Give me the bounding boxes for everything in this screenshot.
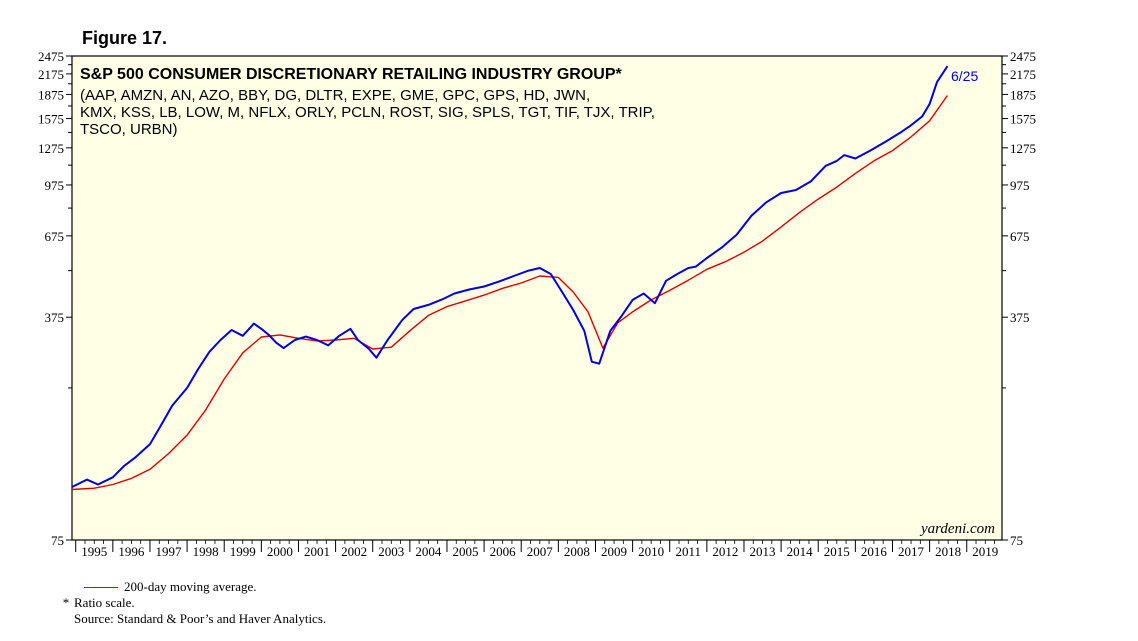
legend-label-moving-average: 200-day moving average.: [124, 579, 257, 594]
y-tick-label-right: 75: [1010, 533, 1023, 548]
y-tick-label-left: 675: [45, 229, 65, 244]
y-tick-label-right: 1875: [1010, 87, 1036, 102]
y-tick-label-right: 1275: [1010, 141, 1036, 156]
figure-label: Figure 17.: [82, 28, 168, 48]
x-tick-label: 2015: [824, 544, 850, 559]
ratio-marker: *: [62, 595, 70, 610]
x-tick-label: 2005: [453, 544, 479, 559]
series-line-moving-average: [71, 95, 948, 491]
x-tick-label: 2011: [676, 544, 702, 559]
chart: 1995 1996 1997 1998 1999 2000 2001 2002 2003 2004…: [38, 49, 1036, 559]
x-tick-label: 1995: [81, 544, 107, 559]
x-tick-label: 2009: [601, 544, 627, 559]
chart-notes: 200-day moving average. * Ratio scale. S…: [60, 579, 326, 627]
y-axis-right: 75 375 675 975 1275 1575 1875 2175 2475: [1002, 49, 1036, 548]
x-tick-label: 2000: [267, 544, 293, 559]
x-tick-label: 2007: [527, 544, 554, 559]
x-tick-label: 2006: [490, 544, 517, 559]
date-annotation: 6/25: [951, 68, 978, 84]
plot-area: [71, 55, 1003, 541]
x-tick-label: 2004: [415, 544, 442, 559]
x-tick-label: 1998: [193, 544, 219, 559]
source-note: Source: Standard & Poor’s and Haver Anal…: [60, 611, 326, 627]
x-axis: 1995 1996 1997 1998 1999 2000 2001 2002 2003 2004…: [75, 540, 998, 559]
series-line-index: [71, 65, 949, 488]
x-tick-label: 2012: [712, 544, 738, 559]
ratio-note: * Ratio scale.: [60, 595, 326, 611]
x-tick-label: 2019: [972, 544, 998, 559]
y-tick-label-left: 2475: [38, 49, 64, 64]
x-tick-label: 2013: [750, 544, 776, 559]
x-tick-label: 1996: [118, 544, 145, 559]
series-layer: [71, 65, 949, 491]
y-tick-label-left: 1875: [38, 87, 64, 102]
y-axis-left: 75 375 675 975 1275 1575 1875 2175 2475: [38, 49, 72, 548]
y-tick-label-left: 975: [45, 178, 65, 193]
y-tick-label-right: 975: [1010, 178, 1030, 193]
x-tick-label: 2016: [861, 544, 888, 559]
x-tick-label: 2008: [564, 544, 590, 559]
x-tick-label: 2017: [898, 544, 925, 559]
source-text: Source: Standard & Poor’s and Haver Anal…: [74, 611, 327, 626]
y-tick-label-left: 2175: [38, 67, 64, 82]
y-tick-label-right: 2175: [1010, 67, 1036, 82]
y-tick-label-left: 375: [45, 310, 65, 325]
chart-title: S&P 500 CONSUMER DISCRETIONARY RETAILING…: [80, 66, 622, 83]
y-tick-label-right: 375: [1010, 310, 1030, 325]
y-tick-label-left: 75: [51, 533, 64, 548]
x-tick-label: 2001: [304, 544, 330, 559]
legend: 200-day moving average.: [60, 579, 326, 595]
x-tick-label: 2018: [935, 544, 961, 559]
y-tick-label-right: 1575: [1010, 112, 1036, 127]
y-tick-label-right: 675: [1010, 229, 1030, 244]
y-tick-label-left: 1275: [38, 141, 64, 156]
chart-subtitle-line-3: TSCO, URBN): [80, 121, 178, 138]
x-tick-label: 1997: [156, 544, 183, 559]
x-tick-label: 2003: [378, 544, 404, 559]
y-tick-label-left: 1575: [38, 112, 64, 127]
x-tick-label: 2002: [341, 544, 367, 559]
x-tick-label: 2010: [638, 544, 664, 559]
chart-subtitle-line-2: KMX, KSS, LB, LOW, M, NFLX, ORLY, PCLN, …: [80, 104, 655, 121]
watermark: yardeni.com: [919, 521, 995, 537]
x-tick-label: 1999: [230, 544, 256, 559]
legend-swatch-moving-average: [84, 586, 118, 588]
x-tick-label: 2014: [787, 544, 814, 559]
chart-subtitle-line-1: (AAP, AMZN, AN, AZO, BBY, DG, DLTR, EXPE…: [80, 87, 590, 104]
y-tick-label-right: 2475: [1010, 49, 1036, 64]
ratio-text: Ratio scale.: [74, 595, 135, 610]
